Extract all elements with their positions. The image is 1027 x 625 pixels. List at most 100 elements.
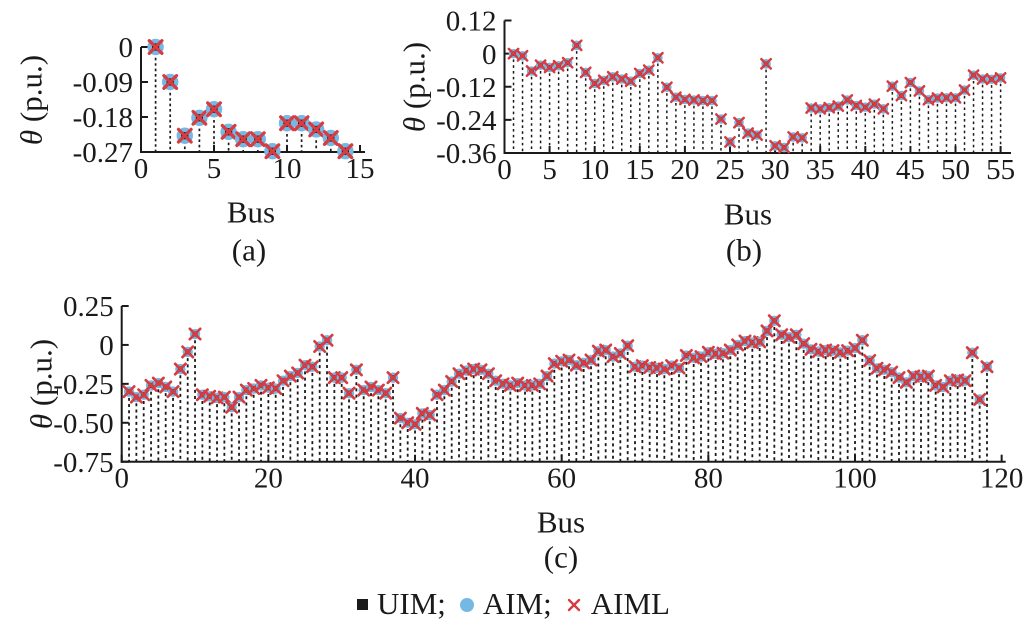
aiml-cross-marker-icon: [188, 327, 202, 341]
data-marker: [958, 84, 971, 97]
aiml-cross-marker-icon: [408, 417, 422, 431]
data-marker: [308, 121, 325, 138]
caption-b: (b): [725, 232, 763, 268]
aiml-cross-marker-icon: [715, 113, 727, 125]
data-marker: [769, 139, 782, 152]
aiml-cross-marker-icon: [162, 74, 179, 90]
x-tick-label: 30: [761, 154, 790, 186]
data-marker: [980, 360, 994, 374]
aiml-cross-marker-icon: [814, 102, 827, 115]
x-tick-label: 20: [670, 154, 699, 186]
aiml-cross-marker-icon: [588, 77, 601, 90]
legend-label-uim: UIM;: [377, 586, 446, 621]
aiml-cross-marker-icon: [151, 376, 165, 390]
data-marker: [633, 67, 646, 80]
data-marker: [751, 129, 764, 141]
aiml-cross-marker-icon: [973, 392, 987, 406]
data-marker: [349, 363, 363, 377]
uim-square-marker-icon: [357, 599, 368, 611]
aiml-cross-marker-icon: [507, 47, 520, 60]
aiml-cross-marker-icon: [921, 369, 935, 383]
theta-symbol: θ: [23, 413, 59, 430]
data-marker: [724, 135, 736, 148]
data-marker: [562, 353, 576, 367]
aiml-cross-marker-icon: [733, 116, 745, 129]
aiml-cross-marker-icon: [922, 93, 935, 106]
x-tick-label: 80: [694, 463, 723, 495]
aiml-cross-marker-icon: [767, 314, 781, 328]
y-tick-label: -0.18: [73, 102, 133, 134]
y-tick-label: -0.36: [436, 138, 496, 170]
aiml-cross-marker-icon: [958, 84, 971, 97]
aiml-cross-marker-icon: [147, 39, 164, 55]
y-tick-label: 0.25: [63, 291, 114, 323]
data-marker: [642, 64, 655, 77]
subplot-b: 0 5 10 15 20 25 30 35 40 45 50 550.120-0.12-0.24-0.…: [436, 6, 1015, 186]
axes: 0 5 10 15 20 25 30 35 40 45 50 550.120-0.12-0.24-0.…: [436, 6, 1015, 186]
legend: UIM; AIM; AIML: [0, 586, 1027, 622]
data-marker: [796, 131, 809, 144]
y-axis-label-a: θ (p.u.): [14, 55, 49, 145]
data-marker: [342, 386, 356, 400]
aiml-cross-marker-icon: [706, 94, 718, 107]
aiml-cross-marker-icon: [337, 143, 354, 160]
data-marker: [904, 76, 917, 89]
x-tick-label: 100: [833, 463, 877, 495]
data-marker: [805, 102, 818, 114]
x-axis-label-b: Bus: [723, 196, 773, 232]
y-axis-label-c: θ (p.u.): [23, 339, 59, 430]
data-marker: [235, 130, 252, 148]
aiml-cross-marker-icon: [778, 141, 791, 154]
aiml-cross-marker-icon: [305, 360, 319, 374]
data-marker: [597, 74, 610, 87]
y-tick-label: -0.25: [53, 369, 113, 401]
aiml-cross-marker-icon: [724, 135, 736, 148]
aiml-cross-marker-icon: [805, 102, 818, 114]
data-marker: [166, 385, 180, 399]
data-marker: [386, 371, 400, 385]
aiml-cross-marker-icon: [621, 339, 635, 353]
aiml-cross-marker-icon: [665, 359, 679, 373]
aiml-cross-marker-icon: [122, 385, 136, 399]
aiml-cross-marker-icon: [940, 91, 953, 104]
markers: [507, 39, 1007, 154]
data-marker: [696, 94, 709, 107]
y-tick-label: -0.50: [53, 408, 113, 440]
data-marker: [408, 417, 422, 431]
aiml-cross-marker-icon: [225, 400, 239, 414]
data-marker: [173, 362, 187, 376]
aiml-cross-marker-icon: [599, 343, 613, 357]
data-marker: [706, 94, 718, 107]
aiml-cross-marker-icon: [633, 67, 646, 80]
data-marker: [976, 73, 989, 85]
aiml-cross-marker-icon: [669, 91, 682, 104]
stems: [128, 320, 988, 462]
aiml-cross-marker-icon: [855, 333, 869, 347]
data-marker: [921, 369, 935, 383]
y-tick-label: -0.75: [53, 447, 113, 479]
aiml-cross-marker-icon: [597, 74, 610, 87]
aiml-cross-marker-icon: [931, 92, 944, 105]
aiml-cross-marker-icon: [371, 383, 385, 397]
data-marker: [322, 129, 339, 147]
data-marker: [379, 386, 393, 400]
x-tick-label: 45: [896, 154, 925, 186]
aiml-cross-marker-icon: [877, 102, 890, 115]
axes: 0 20 40 60 80 100 120 0.25 0 -0.25 -0.50 -0.75: [53, 291, 1023, 495]
aim-circle-marker-icon: [459, 597, 474, 612]
y-tick-label: -0.27: [73, 137, 133, 169]
data-marker: [176, 127, 193, 144]
aiml-cross-marker-icon: [823, 101, 836, 114]
aiml-cross-marker-icon: [543, 61, 556, 74]
data-marker: [579, 66, 592, 79]
aiml-cross-marker-icon: [760, 57, 773, 70]
data-marker: [570, 39, 583, 52]
axes: 0 5 10 150-0.09-0.18-0.27: [73, 32, 375, 185]
aiml-cross-marker-icon: [679, 348, 693, 363]
aiml-cross-marker-icon: [868, 98, 881, 111]
aiml-cross-marker-icon: [173, 362, 187, 376]
data-marker: [181, 345, 195, 359]
aiml-cross-marker-icon: [235, 131, 252, 148]
aiml-cross-marker-icon: [787, 131, 800, 143]
